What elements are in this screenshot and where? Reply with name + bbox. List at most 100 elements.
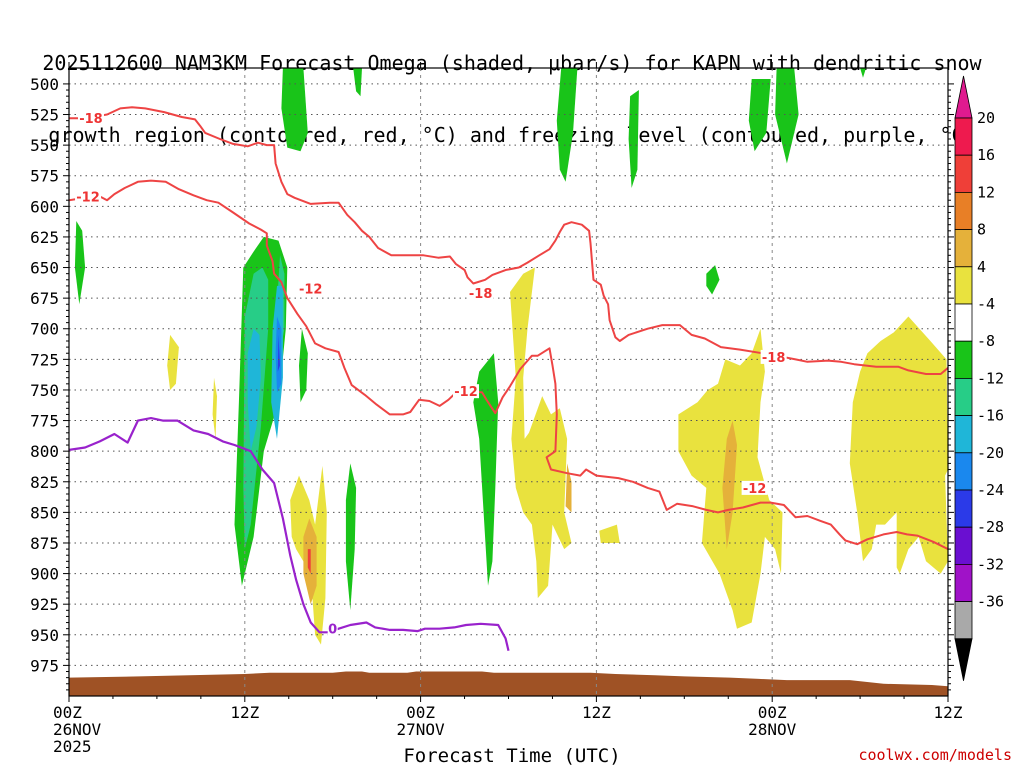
colorbar-swatch (954, 601, 973, 640)
omega-shading (74, 68, 948, 645)
chart-title-line2: growth region (contoured, red, °C) and f… (48, 123, 976, 147)
colorbar: 20 16 12 8 4 -4 -8 -12 -16 -20 -24 -28 -32 -36 (954, 75, 1004, 681)
colorbar-label: -36 (977, 593, 1004, 611)
colorbar-label: 20 (977, 109, 995, 127)
y-tick-label: 750 (30, 381, 59, 400)
y-tick-label: 800 (30, 442, 59, 461)
y-tick-label: 700 (30, 320, 59, 339)
dgz-label-0: -18 (79, 112, 103, 127)
y-tick-label: 875 (30, 534, 59, 553)
y-tick-label: 775 (30, 412, 59, 431)
dgz-label-3-bg (467, 286, 494, 301)
colorbar-swatch (954, 377, 973, 416)
colorbar-swatch (954, 489, 973, 528)
colorbar-bottom-arrow (954, 638, 973, 681)
colorbar-swatch (954, 266, 973, 305)
colorbar-label: 12 (977, 183, 995, 201)
y-tick-label: 575 (30, 167, 59, 186)
axes: 500 525 550 575 600 625 650 675 700 725 750 775 800 8… (30, 62, 963, 756)
dgz-label-4: -12 (454, 385, 478, 400)
omega-region-4 (748, 79, 771, 152)
plot-frame (68, 67, 949, 697)
x-tick-label: 00Z (53, 703, 82, 722)
colorbar-swatch (954, 191, 973, 230)
x-tick-label: 12Z (230, 703, 259, 722)
x-tick-label: 00Z (758, 703, 787, 722)
x-tick-label: 27NOV (397, 720, 446, 739)
colorbar-swatch (954, 229, 973, 268)
dgz-contour--12 (69, 179, 948, 550)
x-tick-label: 00Z (406, 703, 435, 722)
y-tick-label: 975 (30, 656, 59, 675)
omega-region-27 (565, 463, 572, 513)
colorbar-swatch (954, 154, 973, 193)
omega-region-9 (299, 328, 308, 403)
colorbar-label: -32 (977, 555, 1004, 573)
colorbar-label: -4 (977, 295, 995, 313)
dgz-label-0-bg (77, 111, 104, 126)
omega-region-3 (628, 90, 639, 188)
dgz-label-3: -18 (469, 287, 493, 302)
colorbar-label: -24 (977, 481, 1004, 499)
omega-region-7 (74, 221, 86, 305)
dgz-label-6: -12 (743, 482, 767, 497)
omega-region-20 (212, 377, 217, 439)
colorbar-label: 8 (977, 221, 986, 239)
y-tick-label: 550 (30, 136, 59, 155)
dgz-label-4-bg (453, 384, 480, 399)
x-tick-label: 12Z (582, 703, 611, 722)
colorbar-swatch (954, 117, 973, 156)
colorbar-label: -12 (977, 369, 1004, 387)
x-tick-label: 26NOV (53, 720, 102, 739)
colorbar-top-arrow (954, 75, 973, 119)
colorbar-swatch (954, 415, 973, 454)
colorbar-label: -8 (977, 332, 995, 350)
dgz-label-1: -12 (76, 191, 100, 206)
contour-layer (69, 106, 948, 651)
credit-text: coolwx.com/models (858, 746, 1012, 764)
x-tick-label: 28NOV (748, 720, 797, 739)
y-tick-label: 925 (30, 595, 59, 614)
omega-region-10 (345, 463, 357, 611)
omega-region-29 (307, 549, 311, 574)
omega-region-25 (849, 316, 948, 574)
omega-region-12 (706, 265, 720, 295)
y-tick-label: 500 (30, 75, 59, 94)
freezing-level-label-bg (327, 621, 338, 636)
colorbar-label: 16 (977, 146, 995, 164)
y-tick-label: 825 (30, 473, 59, 492)
x-tick-label: 2025 (53, 737, 92, 756)
omega-region-18 (277, 334, 280, 372)
omega-region-11 (473, 353, 499, 586)
dgz-label-2: -12 (299, 282, 323, 297)
x-axis-title: Forecast Time (UTC) (403, 745, 621, 767)
omega-region-22 (510, 267, 572, 599)
omega-region-2 (556, 68, 578, 182)
y-tick-label: 600 (30, 197, 59, 216)
colorbar-swatch (954, 526, 973, 565)
omega-region-1 (353, 68, 362, 97)
freezing-level-contour (69, 417, 510, 651)
y-tick-label: 650 (30, 259, 59, 278)
colorbar-label: -20 (977, 444, 1004, 462)
colorbar-label: -16 (977, 407, 1004, 425)
chart-title: 2025112600 NAM3KM Forecast Omega (shaded… (0, 3, 1024, 171)
grid-lines (68, 68, 949, 696)
y-tick-label: 850 (30, 503, 59, 522)
chart-title-line1: 2025112600 NAM3KM Forecast Omega (shaded… (42, 51, 982, 75)
dgz-label-6-bg (741, 480, 768, 495)
x-tick-label: 12Z (934, 703, 963, 722)
contour-labels: -18 -12 -12 -18 -12 -18 -12 0 (75, 111, 787, 638)
y-tick-label: 525 (30, 106, 59, 125)
dgz-label-1-bg (75, 189, 102, 204)
dgz-contour--18 (69, 106, 948, 375)
omega-region-0 (281, 68, 308, 152)
omega-region-5 (775, 68, 799, 164)
dgz-label-5-bg (760, 349, 787, 364)
colorbar-swatch (954, 340, 973, 379)
y-tick-label: 950 (30, 626, 59, 645)
colorbar-swatch (954, 564, 973, 603)
terrain-layer (69, 671, 948, 696)
omega-region-28 (722, 420, 737, 550)
